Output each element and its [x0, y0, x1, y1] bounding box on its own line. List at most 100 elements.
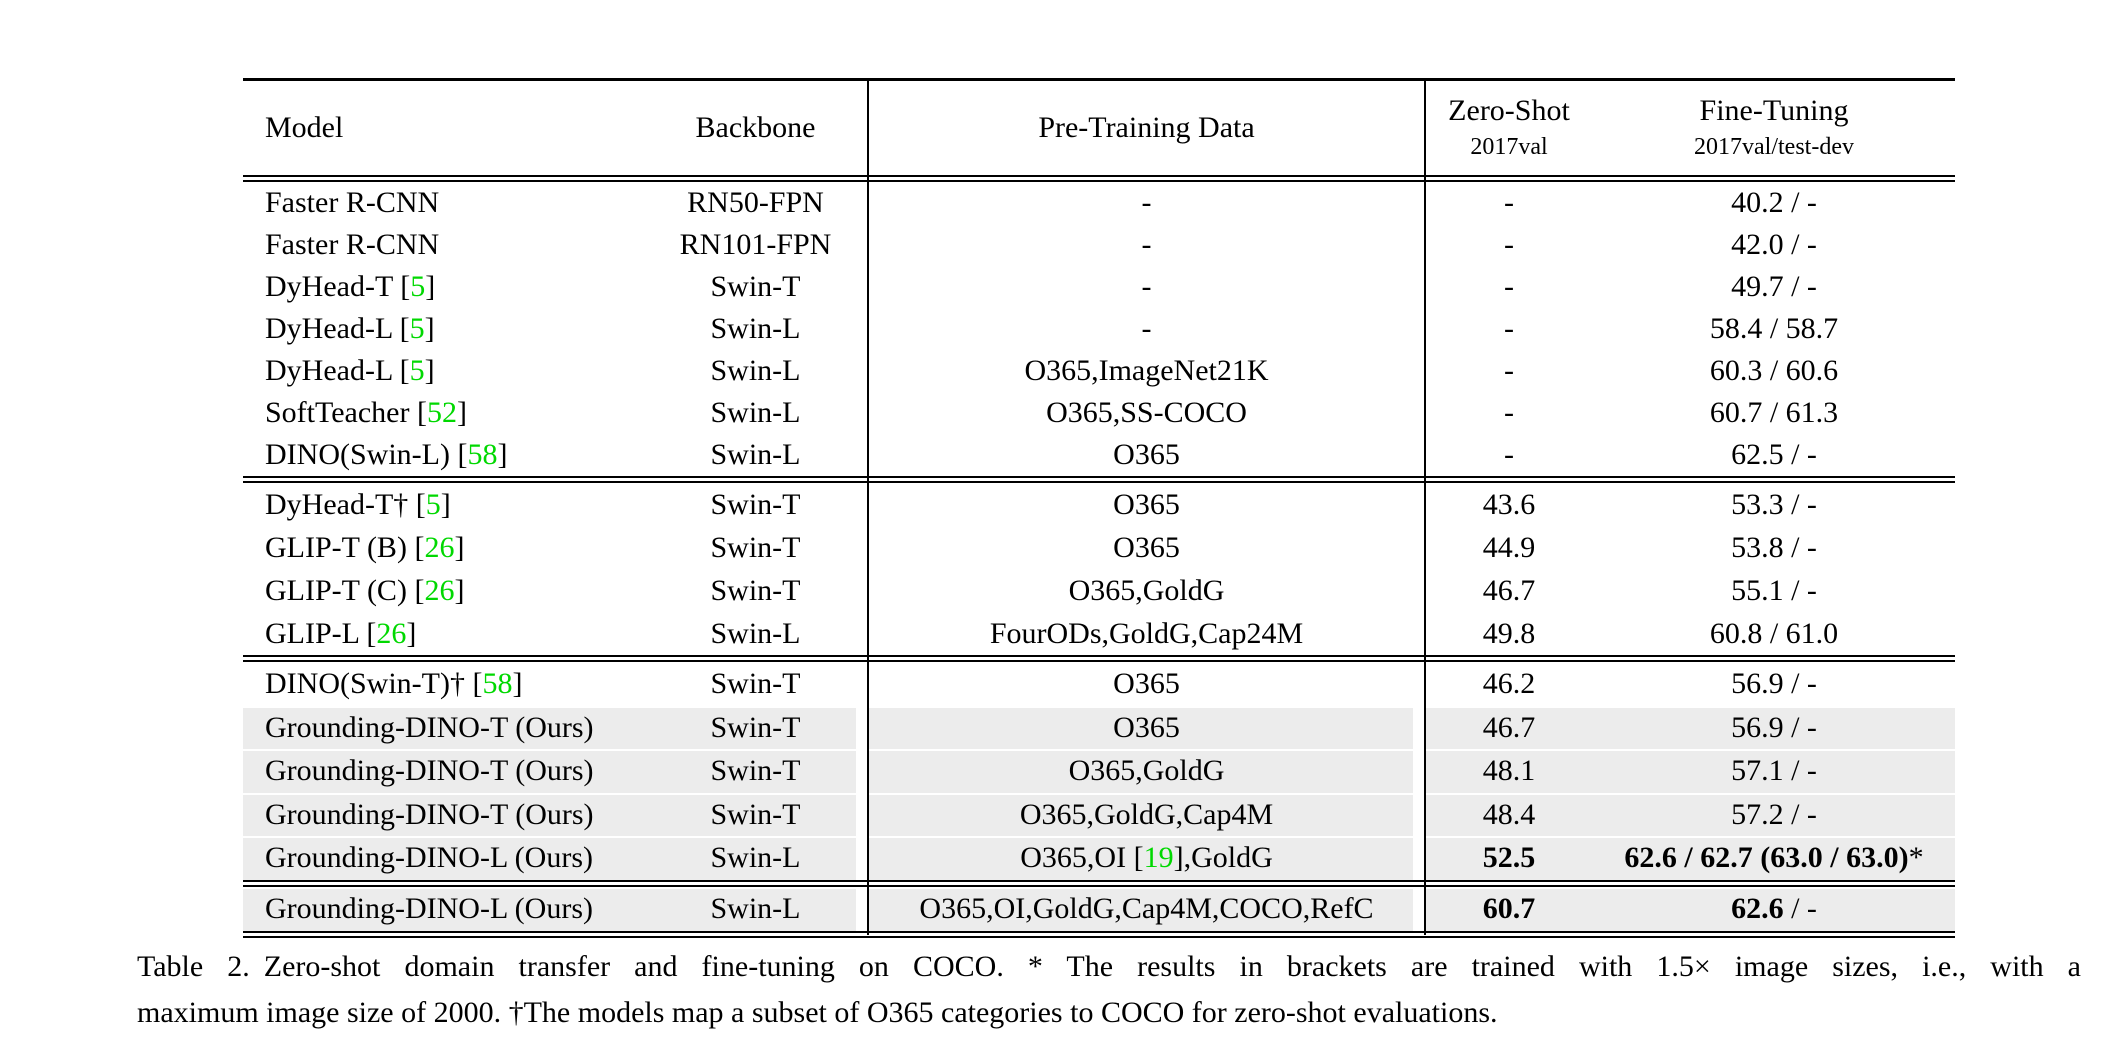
citation-link[interactable]: 19	[1143, 841, 1174, 875]
citation-link[interactable]: 5	[409, 354, 425, 387]
citation-bracket: ]	[424, 354, 435, 387]
column-divider	[867, 81, 869, 935]
cell-model: Grounding-DINO-T (Ours)	[243, 705, 643, 750]
cell-pretrain: O365,GoldG,Cap4M	[868, 792, 1425, 837]
column-header-fine-tuning: Fine-Tuning 2017val/test-dev	[1694, 94, 1854, 160]
cell-finetune: 62.5 / -	[1731, 438, 1817, 471]
citation-link[interactable]: 5	[409, 312, 425, 345]
cell-model: DyHead-L [5]	[265, 354, 435, 387]
caption-text-line1: Zero-shot domain transfer and fine-tunin…	[263, 950, 2081, 983]
cell-finetune: 57.2 / -	[1593, 792, 1955, 837]
cell-backbone: Swin-L	[710, 438, 801, 471]
cell-backbone: Swin-T	[710, 574, 801, 607]
cell-zeroshot: -	[1504, 438, 1514, 471]
table-row: DyHead-T [5] Swin-T - - 49.7 / -	[243, 266, 1955, 308]
citation-link[interactable]: 26	[376, 617, 407, 650]
table-row: GLIP-T (B) [26] Swin-T O365 44.9 53.8 / -	[243, 526, 1955, 569]
table-row: Faster R-CNN RN101-FPN - - 42.0 / -	[243, 224, 1955, 266]
cell-zeroshot: -	[1504, 186, 1514, 219]
citation-bracket: ]	[457, 396, 467, 429]
citation-link[interactable]: 5	[410, 270, 426, 303]
citation-bracket: [	[417, 396, 427, 429]
caption-line-2: maximum image size of 2000. †The models …	[137, 996, 1498, 1029]
citation-bracket: [	[472, 667, 483, 700]
cell-model: DyHead-L [5]	[265, 312, 435, 345]
section-divider-rule	[243, 655, 1955, 662]
cell-zeroshot: 46.7	[1482, 574, 1536, 607]
cell-pretrain: O365,OI [19],GoldG	[868, 836, 1425, 880]
citation-link[interactable]: 5	[425, 488, 441, 521]
cell-zeroshot: -	[1504, 354, 1514, 387]
cell-finetune: 60.3 / 60.6	[1709, 354, 1839, 387]
cell-zeroshot: -	[1504, 270, 1514, 303]
table-row: DINO(Swin-L) [58] Swin-L O365 - 62.5 / -	[243, 434, 1955, 476]
table-row-highlighted: Grounding-DINO-T (Ours) Swin-T O365,GoldG,…	[243, 792, 1955, 837]
citation-bracket: [	[457, 438, 468, 471]
cell-zeroshot: 60.7	[1425, 886, 1593, 931]
cell-backbone: Swin-T	[643, 792, 868, 837]
citation-bracket: [	[399, 312, 410, 345]
cell-pretrain: -	[1141, 312, 1152, 345]
cell-backbone: Swin-T	[710, 667, 801, 700]
cell-zeroshot: -	[1504, 396, 1514, 429]
table-row-highlighted: Grounding-DINO-L (Ours) Swin-L O365,OI,Gol…	[243, 886, 1955, 931]
citation-link[interactable]: 58	[467, 438, 498, 471]
cell-pretrain: O365,GoldG	[868, 749, 1425, 793]
cell-zeroshot: 46.2	[1482, 667, 1536, 700]
cell-backbone: Swin-T	[643, 705, 868, 750]
citation-bracket: ]	[406, 617, 417, 650]
cell-backbone: Swin-L	[710, 312, 801, 345]
cell-finetune: 56.9 / -	[1593, 705, 1955, 750]
cell-finetune: 57.1 / -	[1593, 749, 1955, 793]
cell-model: GLIP-T (C) [26]	[265, 574, 465, 607]
cell-model: DyHead-T† [5]	[265, 488, 451, 521]
cell-model: Grounding-DINO-L (Ours)	[243, 886, 643, 931]
cell-finetune: 62.6 / 62.7 (63.0 / 63.0)*	[1593, 836, 1955, 880]
column-header-model: Model	[265, 111, 344, 144]
cell-finetune: 62.6 / -	[1593, 886, 1955, 931]
table-section: DINO(Swin-T)† [58] Swin-T O365 46.2 56.9 / -…	[243, 662, 1955, 880]
cell-backbone: Swin-L	[710, 354, 801, 387]
citation-link[interactable]: 52	[427, 396, 457, 429]
cell-model: SoftTeacher [52]	[265, 396, 467, 429]
table-bottom-rule	[243, 930, 1955, 938]
citation-bracket: [	[400, 270, 411, 303]
cell-finetune: 53.3 / -	[1731, 488, 1817, 521]
cell-model: Grounding-DINO-T (Ours)	[243, 749, 643, 793]
table-header-row: Model Backbone Pre-Training Data Zero-Sh…	[243, 81, 1955, 175]
cell-backbone: Swin-T	[643, 749, 868, 793]
cell-finetune: 53.8 / -	[1731, 531, 1817, 564]
cell-model: Faster R-CNN	[265, 228, 440, 261]
cell-model: Faster R-CNN	[265, 186, 440, 219]
citation-link[interactable]: 26	[424, 531, 455, 564]
column-header-backbone: Backbone	[695, 111, 816, 144]
citation-bracket: ]	[512, 667, 523, 700]
citation-bracket: ]	[454, 531, 465, 564]
cell-model: DyHead-T [5]	[265, 270, 436, 303]
cell-zeroshot: 48.4	[1425, 792, 1593, 837]
cell-zeroshot: 48.1	[1425, 749, 1593, 793]
citation-bracket: ]	[497, 438, 508, 471]
cell-pretrain: O365,SS-COCO	[1046, 396, 1247, 429]
table-section: Grounding-DINO-L (Ours) Swin-L O365,OI,Gol…	[243, 886, 1955, 931]
citation-bracket: ]	[424, 312, 435, 345]
table-top-rule	[243, 78, 1955, 81]
table-section: Faster R-CNN RN50-FPN - -40.2 / - Faster R-C…	[243, 182, 1955, 476]
caption-line-1: Table 2. Zero-shot domain transfer and fi…	[137, 944, 2081, 990]
cell-pretrain: -	[1141, 186, 1152, 219]
cell-backbone: Swin-T	[710, 270, 801, 303]
citation-bracket: ]	[425, 270, 436, 303]
cell-model: GLIP-T (B) [26]	[265, 531, 465, 564]
cell-backbone: Swin-T	[710, 531, 801, 564]
cell-pretrain: O365,ImageNet21K	[1024, 354, 1269, 387]
fine-tuning-sublabel: 2017val/test-dev	[1694, 134, 1854, 160]
header-rule	[243, 175, 1955, 182]
table-row: DyHead-L [5] Swin-L - - 58.4 / 58.7	[243, 308, 1955, 350]
cell-finetune: 58.4 / 58.7	[1709, 312, 1839, 345]
citation-link[interactable]: 58	[482, 667, 513, 700]
cell-finetune: 56.9 / -	[1731, 667, 1817, 700]
column-header-pretraining-data: Pre-Training Data	[1038, 111, 1255, 144]
citation-link[interactable]: 26	[424, 574, 455, 607]
cell-pretrain: O365,OI,GoldG,Cap4M,COCO,RefC	[868, 886, 1425, 931]
cell-pretrain: FourODs,GoldG,Cap24M	[989, 617, 1304, 650]
